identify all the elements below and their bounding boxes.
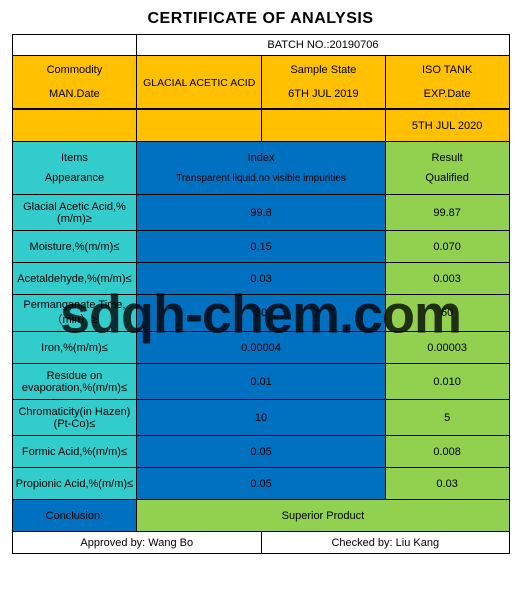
row-item: Acetaldehyde,%(m/m)≤ xyxy=(12,263,137,295)
blank-yellow xyxy=(12,110,137,142)
exp-date-label: EXP.Date xyxy=(385,82,509,109)
row-item: Chromaticity(in Hazen)(Pt-Co)≤ xyxy=(12,400,137,436)
row-item: Formic Acid,%(m/m)≤ xyxy=(12,436,137,468)
commodity-value: GLACIAL ACETIC ACID xyxy=(137,56,262,109)
checked-cell: Checked by: Liu Kang xyxy=(262,532,509,554)
approved-prefix: Approved by: xyxy=(80,537,148,549)
batch-cell: BATCH NO.:20190706 xyxy=(137,35,509,56)
certificate-table: BATCH NO.:20190706 Commodity GLACIAL ACE… xyxy=(12,34,510,554)
exp-date-value: 5TH JUL 2020 xyxy=(385,110,509,142)
appearance-label: Appearance xyxy=(12,168,137,195)
conclusion-label: Conclusion: xyxy=(12,500,137,532)
approved-cell: Approved by: Wang Bo xyxy=(12,532,262,554)
commodity-label: Commodity xyxy=(12,56,137,83)
row-result: 0.03 xyxy=(385,468,509,500)
iso-tank-label: ISO TANK xyxy=(385,56,509,83)
index-label: Index xyxy=(137,142,385,169)
approved-name: Wang Bo xyxy=(148,537,193,549)
blank-cell xyxy=(12,35,137,56)
row-result: 60 xyxy=(385,295,509,332)
checked-prefix: Checked by: xyxy=(331,537,395,549)
row-index: 0.05 xyxy=(137,436,385,468)
certificate-title: CERTIFICATE OF ANALYSIS xyxy=(0,0,521,34)
row-index: 0.01 xyxy=(137,364,385,400)
row-item: Propionic Acid,%(m/m)≤ xyxy=(12,468,137,500)
row-item: Iron,%(m/m)≤ xyxy=(12,332,137,364)
row-result: 5 xyxy=(385,400,509,436)
row-result: 0.070 xyxy=(385,231,509,263)
row-index: 0.03 xyxy=(137,263,385,295)
sample-state-label: Sample State xyxy=(262,56,386,83)
row-result: 99.87 xyxy=(385,195,509,231)
man-date-value: 6TH JUL 2019 xyxy=(262,82,386,109)
row-index: 0.15 xyxy=(137,231,385,263)
row-result: 0.008 xyxy=(385,436,509,468)
row-result: 0.010 xyxy=(385,364,509,400)
row-result: 0.003 xyxy=(385,263,509,295)
checked-name: Liu Kang xyxy=(396,537,439,549)
appearance-result: Qualified xyxy=(385,168,509,195)
row-index: 99.8 xyxy=(137,195,385,231)
conclusion-value: Superior Product xyxy=(137,500,509,532)
man-date-label: MAN.Date xyxy=(12,82,137,109)
row-index: 0.00004 xyxy=(137,332,385,364)
result-label: Result xyxy=(385,142,509,169)
row-index: 30 xyxy=(137,295,385,332)
batch-value: 20190706 xyxy=(330,39,379,51)
items-label: Items xyxy=(12,142,137,169)
row-index: 0.05 xyxy=(137,468,385,500)
row-item: Glacial Acetic Acid,%(m/m)≥ xyxy=(12,195,137,231)
row-item: Residue on evaporation,%(m/m)≤ xyxy=(12,364,137,400)
blank-yellow xyxy=(137,110,262,142)
row-index: 10 xyxy=(137,400,385,436)
row-item: Moisture,%(m/m)≤ xyxy=(12,231,137,263)
row-item: Permanganate Time,（min）≥ xyxy=(12,295,137,332)
blank-yellow xyxy=(262,110,386,142)
batch-label: BATCH NO.: xyxy=(267,39,329,51)
appearance-index: Transparent liquid,no visible impurities xyxy=(137,168,385,195)
row-result: 0.00003 xyxy=(385,332,509,364)
